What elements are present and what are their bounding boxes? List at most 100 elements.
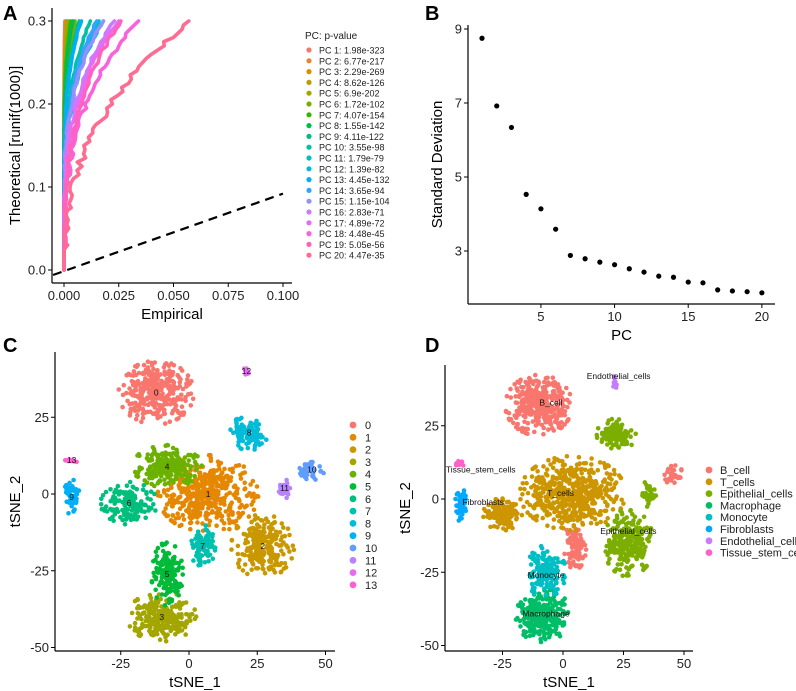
cell-point (458, 515, 463, 520)
cluster-point (147, 470, 152, 475)
cell-point (598, 508, 603, 514)
cluster-point (143, 515, 148, 521)
cluster-point (209, 468, 214, 474)
legend-label-cluster-4: 4 (365, 469, 371, 481)
cell-point (554, 624, 559, 629)
cell-point (571, 562, 577, 567)
legend-key-cluster-0 (349, 421, 357, 429)
cluster-point (203, 523, 208, 528)
panel-label-d: D (425, 335, 439, 357)
cluster-point (229, 519, 234, 524)
cluster-point (149, 378, 154, 383)
cell-point (537, 491, 543, 496)
cluster-point (243, 368, 249, 373)
cell-point (504, 393, 510, 399)
legend-key-pc-7 (306, 112, 312, 118)
cell-point (583, 547, 589, 552)
cluster-point (71, 477, 76, 483)
cluster-point (76, 488, 82, 493)
cluster-point (238, 446, 243, 451)
cluster-point (303, 465, 309, 470)
cell-point (542, 508, 547, 513)
cell-point (559, 474, 565, 480)
cluster-point (146, 402, 151, 408)
cluster-point (145, 452, 151, 457)
x-tick-label: 50 (318, 656, 332, 671)
cluster-point (111, 518, 116, 523)
cluster-point (259, 549, 265, 554)
cluster-point (185, 373, 191, 378)
panel-a-qq-plot: 0.000 0.025 0.050 0.075 0.100 0.0 0.1 0.2 0.3 Emp… (7, 8, 390, 323)
cluster-point (177, 506, 183, 512)
cluster-point (133, 503, 139, 509)
cell-point (511, 420, 516, 426)
cluster-point (167, 616, 173, 622)
cluster-point (214, 515, 219, 520)
legend-key-macrophage (705, 502, 713, 509)
cell-point (612, 471, 617, 477)
cluster-point (133, 400, 138, 406)
cluster-point (178, 465, 183, 471)
cluster-point (165, 394, 170, 399)
legend-label-tissue_stem_cells: Tissue_stem_cells (720, 548, 796, 560)
cluster-point (160, 459, 165, 464)
cluster-point (244, 493, 250, 499)
cell-point (564, 454, 570, 459)
x-axis-title: PC (611, 327, 632, 344)
cluster-point (192, 459, 198, 465)
cluster-point (251, 541, 257, 546)
cell-point (616, 521, 622, 526)
cluster-point (247, 439, 252, 445)
cluster-point (164, 555, 169, 560)
cluster-point (138, 632, 144, 637)
cell-point (589, 462, 594, 467)
legend-label-cluster-13: 13 (365, 580, 377, 592)
cell-point (561, 525, 566, 531)
x-tick-label: 0 (185, 656, 192, 671)
cluster-point (176, 629, 182, 634)
cell-point (606, 418, 611, 423)
legend-key-cluster-12 (349, 569, 357, 576)
cluster-point (162, 477, 167, 483)
cluster-point (188, 403, 194, 408)
cell-point (555, 619, 561, 625)
cell-point (580, 520, 585, 526)
cluster-point (158, 596, 163, 602)
cluster-point (281, 566, 287, 571)
cluster-point (125, 398, 130, 404)
cluster-point (277, 530, 283, 535)
cell-point (563, 475, 568, 480)
panel-label-b: B (425, 3, 439, 25)
cell-point (602, 508, 608, 514)
cluster-point (254, 418, 259, 424)
cell-point (528, 562, 534, 567)
cluster-point (155, 570, 161, 576)
cluster-point (249, 567, 254, 572)
cluster-point (259, 518, 265, 523)
cluster-point (128, 512, 133, 518)
cluster-point (172, 544, 178, 549)
cell-point (597, 460, 603, 465)
cluster-point (128, 410, 133, 415)
cluster-point (192, 452, 198, 458)
legend-label-pc-17: PC 17: 4.89e-72 (319, 218, 385, 228)
cell-point (595, 467, 601, 473)
legend-key-pc-13 (306, 177, 312, 183)
cluster-point (138, 387, 144, 392)
cell-point (588, 496, 594, 502)
cell-point (605, 502, 610, 508)
cluster-label-13: 13 (67, 455, 77, 465)
cell-point (493, 507, 498, 513)
cluster-point (167, 459, 172, 465)
cell-point (551, 388, 557, 394)
data-point-pc-9 (597, 259, 603, 265)
cluster-point (219, 471, 224, 477)
cluster-point (161, 510, 167, 515)
cluster-point (251, 507, 257, 513)
cluster-point (172, 578, 178, 584)
cluster-point (169, 485, 174, 491)
cluster-point (135, 514, 141, 520)
cluster-point (265, 534, 271, 539)
cluster-point (271, 514, 277, 519)
cell-point (626, 573, 631, 578)
